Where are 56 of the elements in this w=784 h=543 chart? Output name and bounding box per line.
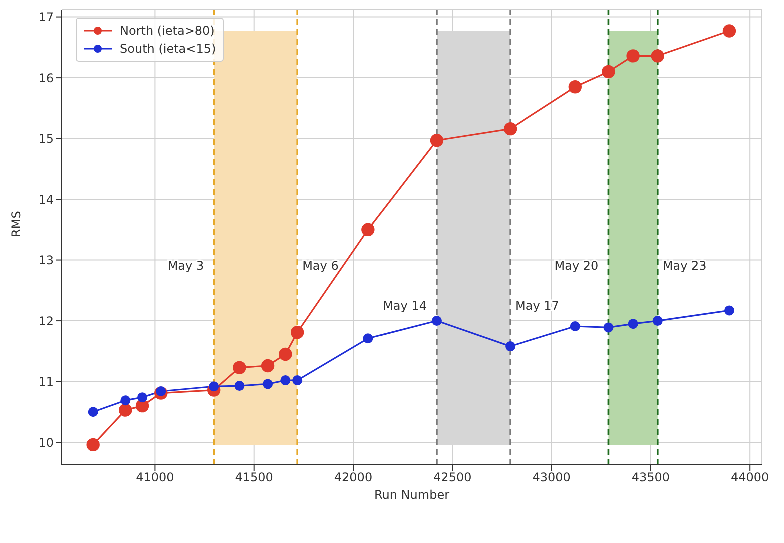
point	[504, 122, 518, 136]
point	[506, 342, 516, 352]
point	[279, 348, 292, 362]
point	[119, 404, 132, 417]
point	[261, 359, 275, 373]
point	[234, 381, 245, 392]
point	[432, 316, 442, 326]
y-tick-label: 12	[38, 314, 54, 328]
point	[138, 392, 148, 403]
y-tick-label: 16	[38, 71, 54, 86]
point	[233, 361, 246, 374]
y-tick-label: 13	[38, 254, 54, 268]
point	[280, 376, 291, 386]
x-tick-label: 41000	[136, 470, 174, 485]
point	[292, 376, 303, 386]
x-tick-label: 42500	[434, 470, 472, 485]
point	[209, 382, 220, 392]
point	[724, 306, 734, 316]
point	[290, 326, 304, 340]
ref-line-label: May 20	[554, 259, 599, 273]
point	[363, 334, 374, 344]
y-tick-label: 14	[38, 192, 54, 207]
y-tick-label: 10	[38, 436, 54, 450]
y-axis-title: RMS	[9, 211, 24, 238]
point	[88, 407, 98, 418]
point	[263, 379, 274, 390]
x-tick-label: 44000	[731, 470, 770, 485]
point	[86, 438, 100, 452]
ref-line-label: May 3	[168, 259, 204, 273]
y-tick-label: 17	[38, 10, 54, 25]
ref-line-label: May 14	[383, 299, 427, 313]
x-tick-label: 42000	[334, 470, 373, 485]
point	[156, 386, 166, 396]
point	[362, 223, 375, 237]
ref-line-label: May 6	[302, 259, 339, 273]
legend-label: North (ieta>80)	[120, 23, 215, 40]
point	[652, 316, 663, 326]
point	[120, 396, 131, 406]
y-tick-label: 15	[38, 132, 54, 146]
point	[430, 134, 444, 148]
point	[722, 24, 736, 38]
point	[570, 321, 580, 332]
point	[568, 80, 582, 94]
x-tick-label: 43500	[632, 470, 670, 485]
ref-line-label: May 17	[516, 299, 560, 313]
x-axis-title: Run Number	[374, 488, 450, 502]
ref-line-label: May 23	[662, 259, 707, 273]
y-tick-label: 11	[38, 375, 54, 390]
point	[651, 50, 664, 63]
point	[604, 322, 614, 333]
x-tick-label: 41500	[235, 470, 274, 485]
x-tick-label: 43000	[532, 470, 571, 485]
legend-label: South (ieta<15)	[120, 41, 216, 58]
point	[602, 65, 616, 79]
point	[628, 319, 638, 330]
point	[626, 50, 640, 63]
